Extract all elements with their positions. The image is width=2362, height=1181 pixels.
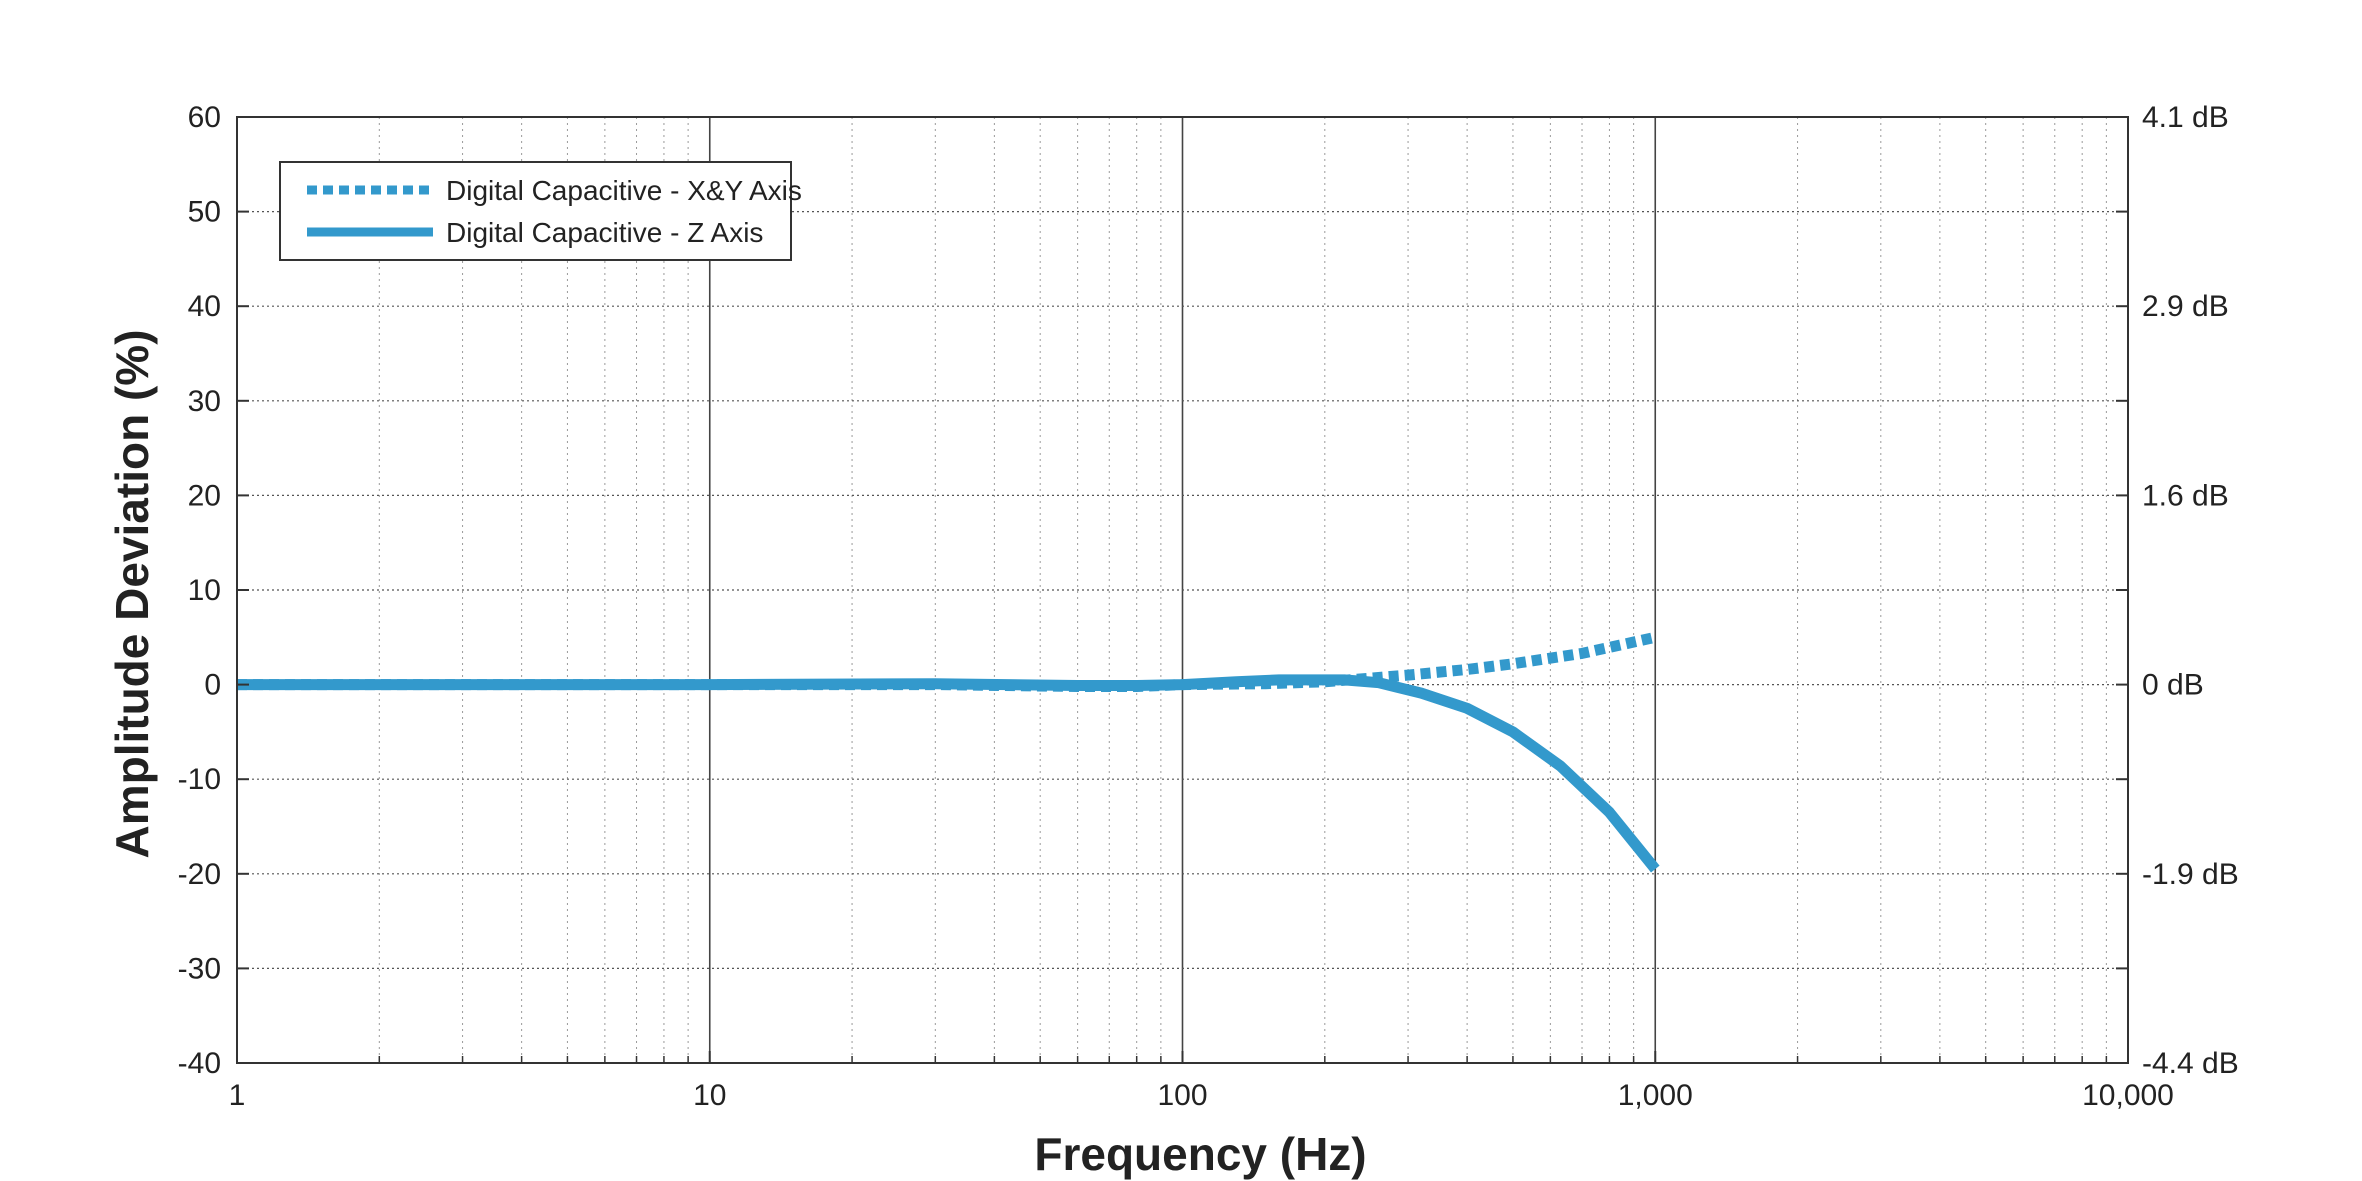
y-axis-title: Amplitude Deviation (%) [106, 329, 158, 858]
right-axis-tick-label: 0 dB [2142, 669, 2204, 702]
chart-series-layer [237, 631, 1660, 873]
y-tick-label: 40 [188, 290, 221, 323]
x-axis-title: Frequency (Hz) [1034, 1128, 1366, 1180]
x-tick-label: 10,000 [2082, 1079, 2174, 1112]
legend-box [279, 161, 792, 261]
y-tick-label: -30 [178, 952, 221, 985]
y-tick-label: 10 [188, 574, 221, 607]
x-tick-label: 1,000 [1618, 1079, 1693, 1112]
axis-ticks: -40 -30 -20 -10 0 10 20 30 40 50 60 4.1 dB 2.9 dB 1.6… [178, 101, 2239, 1112]
legend-label-z-axis: Digital Capacitive - Z Axis [446, 217, 763, 248]
y-tick-label: 50 [188, 196, 221, 229]
right-axis-tick-label: 1.6 dB [2142, 479, 2229, 512]
series-line-z-axis [237, 674, 1660, 873]
x-tick-label: 100 [1157, 1079, 1207, 1112]
y-tick-label: 20 [188, 479, 221, 512]
y-tick-label: -40 [178, 1047, 221, 1080]
y-tick-label: 60 [188, 101, 221, 134]
right-axis-tick-label: 2.9 dB [2142, 290, 2229, 323]
legend: Digital Capacitive - X&Y Axis Digital Ca… [279, 161, 802, 261]
right-axis-tick-label: -4.4 dB [2142, 1047, 2239, 1080]
y-tick-label: -10 [178, 763, 221, 796]
y-tick-label: 0 [204, 669, 221, 702]
legend-label-xy-axis: Digital Capacitive - X&Y Axis [446, 175, 802, 206]
x-tick-label: 10 [693, 1079, 726, 1112]
right-axis-tick-label: -1.9 dB [2142, 858, 2239, 891]
x-tick-label: 1 [229, 1079, 246, 1112]
y-tick-label: -20 [178, 858, 221, 891]
right-axis-tick-label: 4.1 dB [2142, 101, 2229, 134]
y-tick-label: 30 [188, 385, 221, 418]
